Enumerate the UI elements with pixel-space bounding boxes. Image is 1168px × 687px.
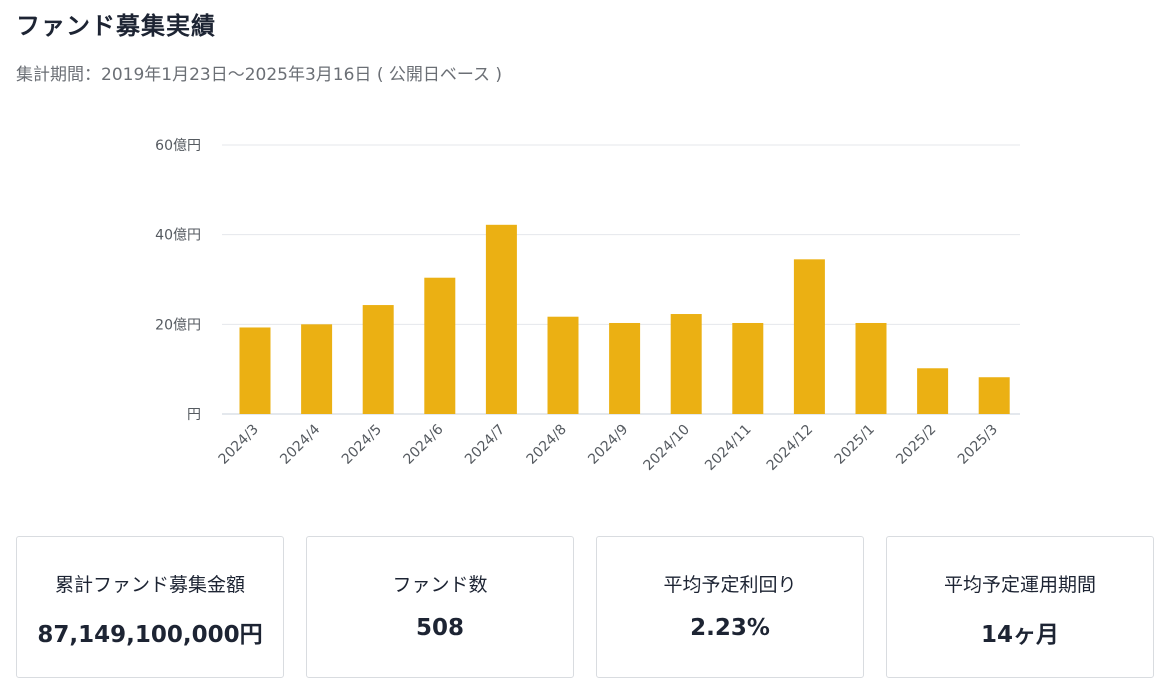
bar-2024-11 bbox=[732, 322, 764, 414]
x-tick-label: 2024/12 bbox=[764, 422, 816, 474]
bar-2024-4 bbox=[301, 324, 333, 414]
bar-2024-7 bbox=[485, 224, 517, 414]
page-title: ファンド募集実績 bbox=[16, 12, 216, 40]
stat-card-fund-count: ファンド数 508 bbox=[306, 536, 574, 678]
stat-label-total-amount: 累計ファンド募集金額 bbox=[54, 574, 245, 596]
bar-2024-8 bbox=[547, 316, 579, 414]
x-tick-label: 2024/10 bbox=[641, 422, 693, 474]
aggregation-period: 集計期間：2019年1月23日〜2025年3月16日 ( 公開日ベース ) bbox=[16, 65, 503, 85]
x-tick-label: 2025/1 bbox=[832, 422, 878, 468]
bar-2024-3 bbox=[239, 327, 271, 414]
bar-2024-5 bbox=[362, 305, 394, 414]
stat-label-average-term: 平均予定運用期間 bbox=[943, 574, 1096, 596]
x-tick-label: 2024/4 bbox=[277, 421, 323, 467]
bar-2024-6 bbox=[424, 277, 456, 414]
stat-value-average-yield: 2.23% bbox=[690, 615, 770, 641]
x-tick-label: 2025/2 bbox=[893, 422, 939, 468]
y-tick-label: 40億円 bbox=[155, 228, 201, 244]
y-tick-label: 円 bbox=[187, 407, 201, 423]
x-tick-label: 2024/7 bbox=[462, 422, 508, 468]
x-tick-label: 2024/6 bbox=[400, 421, 446, 467]
stat-card-average-term: 平均予定運用期間 14ヶ月 bbox=[886, 536, 1154, 678]
x-tick-label: 2024/5 bbox=[339, 422, 385, 468]
x-tick-label: 2024/11 bbox=[702, 422, 754, 474]
stat-card-total-amount: 累計ファンド募集金額 87,149,100,000円 bbox=[16, 536, 284, 678]
fund-raising-bar-chart: 円 20億円 40億円 60億円 2024/3 2024/4 2024/5 2024/6 202… bbox=[155, 138, 1020, 474]
x-tick-label: 2024/3 bbox=[216, 422, 262, 468]
bar-2024-12 bbox=[793, 259, 825, 414]
x-tick-label: 2024/8 bbox=[524, 422, 570, 468]
stat-label-fund-count: ファンド数 bbox=[392, 574, 488, 596]
x-tick-label: 2025/3 bbox=[955, 422, 1001, 468]
y-tick-label: 60億円 bbox=[155, 138, 201, 154]
x-tick-label: 2024/9 bbox=[585, 422, 631, 468]
bar-2025-3 bbox=[978, 377, 1010, 414]
stat-label-average-yield: 平均予定利回り bbox=[663, 574, 797, 596]
bar-2025-2 bbox=[917, 368, 949, 414]
stat-card-average-yield: 平均予定利回り 2.23% bbox=[596, 536, 864, 678]
stat-value-total-amount: 87,149,100,000円 bbox=[37, 622, 263, 648]
stat-value-average-term: 14ヶ月 bbox=[980, 622, 1059, 648]
bar-2024-9 bbox=[609, 322, 641, 414]
stat-value-fund-count: 508 bbox=[415, 615, 464, 641]
y-tick-label: 20億円 bbox=[155, 317, 201, 333]
bar-2025-1 bbox=[855, 322, 887, 414]
bar-2024-10 bbox=[670, 314, 702, 414]
